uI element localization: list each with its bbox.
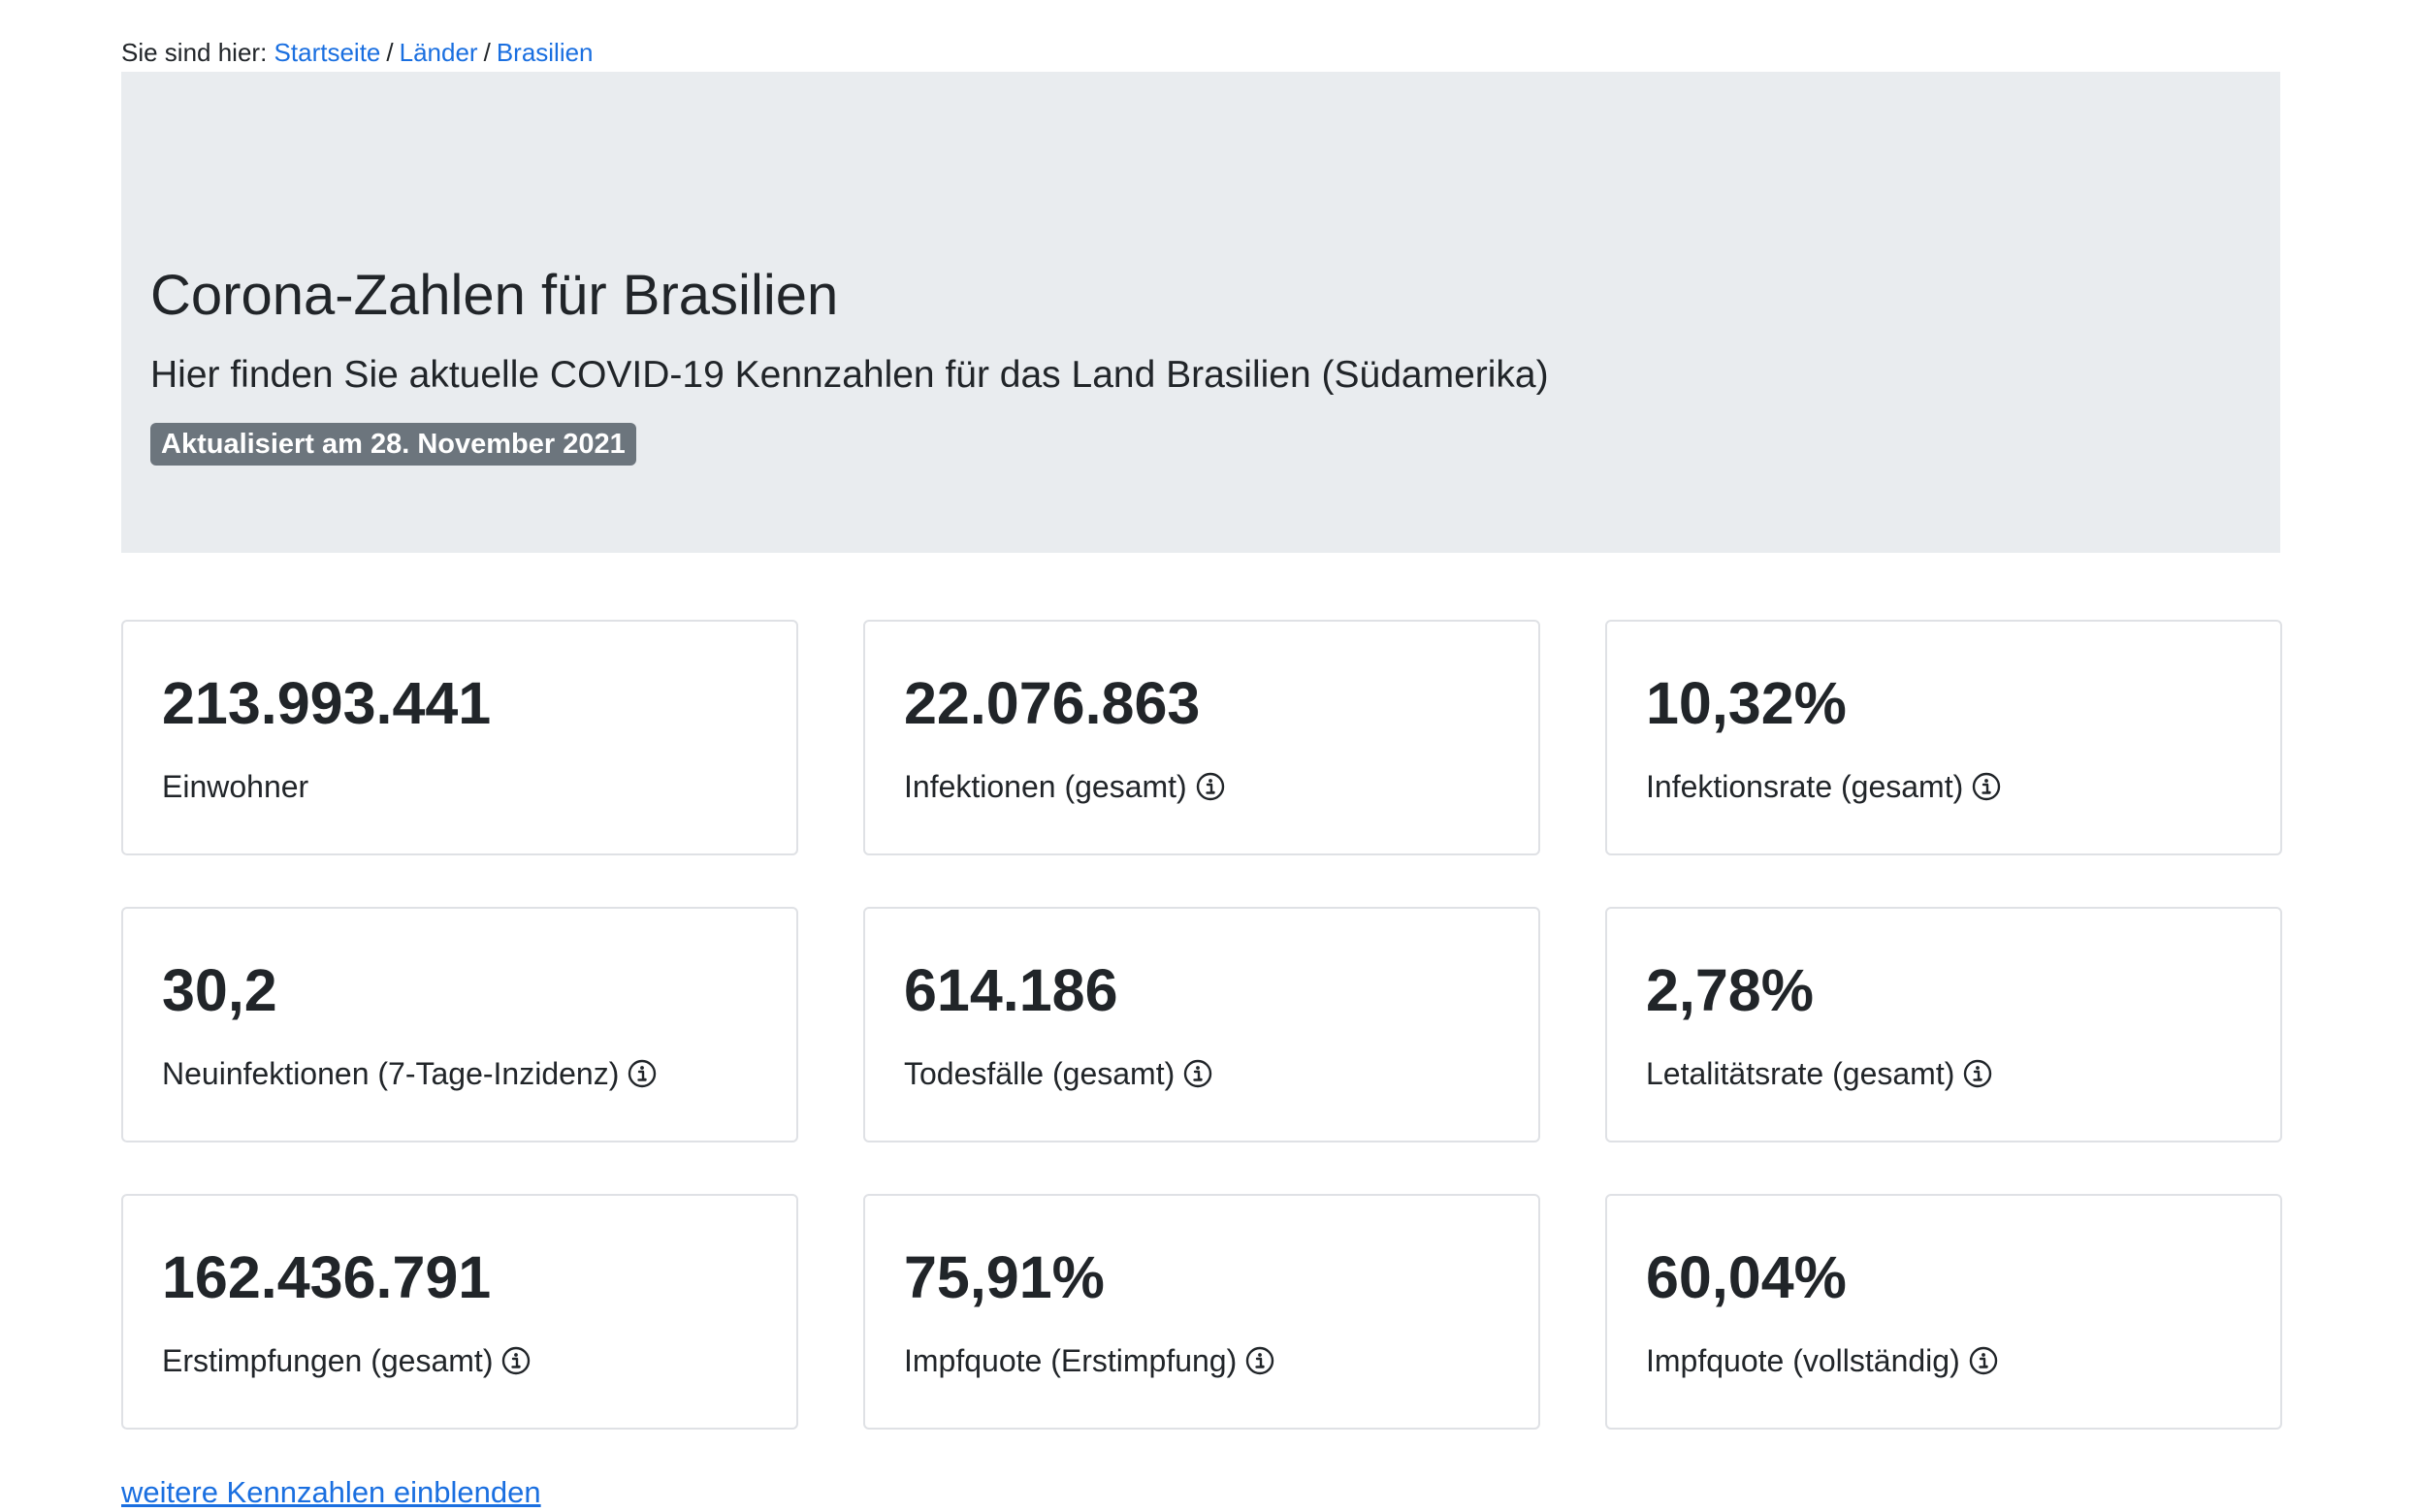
page-title: Corona-Zahlen für Brasilien xyxy=(150,264,839,327)
breadcrumb-separator: / xyxy=(386,38,394,67)
info-circle-icon[interactable] xyxy=(628,1059,657,1088)
stat-value: 162.436.791 xyxy=(162,1244,492,1310)
info-circle-icon[interactable] xyxy=(1963,1059,1992,1088)
breadcrumb-link-brasilien[interactable]: Brasilien xyxy=(496,38,594,67)
updated-badge: Aktualisiert am 28. November 2021 xyxy=(150,423,636,466)
show-more-metrics-link[interactable]: weitere Kennzahlen einblenden xyxy=(121,1475,541,1509)
stat-label-text: Einwohner xyxy=(162,769,309,804)
stat-card: 10,32% Infektionsrate (gesamt) xyxy=(1605,620,2282,855)
stat-card: 162.436.791 Erstimpfungen (gesamt) xyxy=(121,1194,798,1430)
stat-value: 213.993.441 xyxy=(162,670,492,736)
stat-card: 22.076.863 Infektionen (gesamt) xyxy=(863,620,1540,855)
stat-label-text: Impfquote (vollständig) xyxy=(1646,1343,1960,1378)
stat-label: Infektionsrate (gesamt) xyxy=(1646,767,2001,806)
page-lead-text: Hier finden Sie aktuelle COVID-19 Kennza… xyxy=(150,354,1549,396)
stat-label-text: Todesfälle (gesamt) xyxy=(904,1056,1176,1091)
stat-label: Impfquote (vollständig) xyxy=(1646,1341,1998,1380)
stat-card: 213.993.441 Einwohner xyxy=(121,620,798,855)
stat-label: Neuinfektionen (7-Tage-Inzidenz) xyxy=(162,1054,657,1093)
hero-banner: Corona-Zahlen für Brasilien Hier finden … xyxy=(121,72,2280,553)
stat-card: 2,78% Letalitätsrate (gesamt) xyxy=(1605,907,2282,1142)
stat-label-text: Letalitätsrate (gesamt) xyxy=(1646,1056,1955,1091)
stat-label-text: Impfquote (Erstimpfung) xyxy=(904,1343,1238,1378)
stat-label-text: Neuinfektionen (7-Tage-Inzidenz) xyxy=(162,1056,620,1091)
stat-label: Todesfälle (gesamt) xyxy=(904,1054,1212,1093)
breadcrumb: Sie sind hier: Startseite / Länder / Brasili… xyxy=(121,35,594,70)
stat-card: 614.186 Todesfälle (gesamt) xyxy=(863,907,1540,1142)
stat-value: 10,32% xyxy=(1646,670,1847,736)
stat-label-text: Infektionen (gesamt) xyxy=(904,769,1187,804)
stat-card: 75,91% Impfquote (Erstimpfung) xyxy=(863,1194,1540,1430)
info-circle-icon[interactable] xyxy=(1972,772,2001,801)
stat-value: 2,78% xyxy=(1646,957,1814,1023)
info-circle-icon[interactable] xyxy=(501,1346,531,1375)
stat-value: 75,91% xyxy=(904,1244,1105,1310)
stat-value: 60,04% xyxy=(1646,1244,1847,1310)
info-circle-icon[interactable] xyxy=(1245,1346,1274,1375)
stat-label: Erstimpfungen (gesamt) xyxy=(162,1341,531,1380)
stat-value: 614.186 xyxy=(904,957,1118,1023)
breadcrumb-link-startseite[interactable]: Startseite xyxy=(274,38,381,67)
stat-label: Letalitätsrate (gesamt) xyxy=(1646,1054,1992,1093)
stat-label-text: Erstimpfungen (gesamt) xyxy=(162,1343,494,1378)
breadcrumb-prefix: Sie sind hier: xyxy=(121,38,268,67)
stat-value: 22.076.863 xyxy=(904,670,1201,736)
stat-card: 60,04% Impfquote (vollständig) xyxy=(1605,1194,2282,1430)
stat-value: 30,2 xyxy=(162,957,277,1023)
info-circle-icon[interactable] xyxy=(1183,1059,1212,1088)
stat-label: Infektionen (gesamt) xyxy=(904,767,1225,806)
stat-label: Einwohner xyxy=(162,767,308,806)
stat-card: 30,2 Neuinfektionen (7-Tage-Inzidenz) xyxy=(121,907,798,1142)
info-circle-icon[interactable] xyxy=(1196,772,1225,801)
breadcrumb-separator: / xyxy=(483,38,491,67)
stat-label: Impfquote (Erstimpfung) xyxy=(904,1341,1274,1380)
stat-label-text: Infektionsrate (gesamt) xyxy=(1646,769,1964,804)
info-circle-icon[interactable] xyxy=(1969,1346,1998,1375)
breadcrumb-link-laender[interactable]: Länder xyxy=(399,38,478,67)
